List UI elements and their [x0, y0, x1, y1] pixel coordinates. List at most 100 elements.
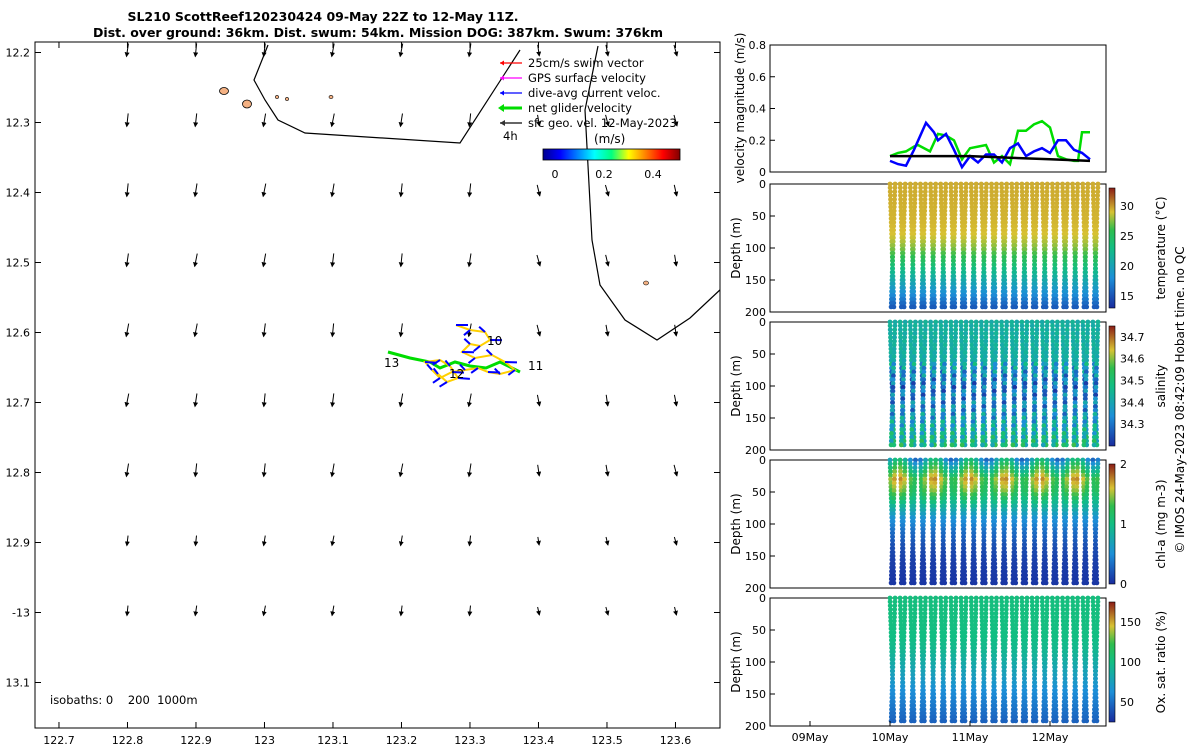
profile-sample [1053, 223, 1059, 229]
colorbar-label: salinity [1154, 364, 1168, 407]
geo-velocity-arrow [398, 323, 404, 338]
profile-sample [973, 204, 978, 210]
map-y-tick-label: 12.8 [6, 467, 31, 480]
profile-sample [1052, 246, 1058, 252]
profile-sample [1001, 285, 1006, 291]
profile-sample [1072, 258, 1078, 264]
profile-sample [912, 346, 917, 352]
profile-sample [889, 415, 895, 421]
profile-sample [1085, 197, 1090, 202]
depth-axis-label: Depth (m) [729, 355, 743, 416]
profile-sample [1085, 193, 1090, 198]
profile-sample [898, 346, 904, 352]
geo-velocity-arrow [467, 535, 473, 547]
colorbar-tick-label: 0 [1120, 578, 1127, 591]
profile-sample [902, 331, 908, 336]
profile-sample [887, 323, 893, 329]
profile-sample [892, 323, 898, 329]
profile-sample [1031, 285, 1037, 291]
dive-current-vector [459, 363, 466, 371]
profile-sample [1054, 189, 1060, 195]
profile-sample [1011, 289, 1016, 294]
profile-sample [938, 193, 944, 198]
map-y-tick-label: 12.4 [6, 187, 31, 200]
profile-sample [969, 204, 975, 210]
profile-sample [1094, 223, 1099, 229]
profile-sample [1062, 281, 1067, 287]
profile-sample [1053, 216, 1059, 222]
profile-sample [1061, 442, 1066, 448]
profile-sample [1061, 293, 1067, 298]
profile-sample [980, 442, 985, 448]
surface-geostrophic-vectors [124, 43, 679, 617]
dive-current-vector [457, 377, 470, 380]
profile-sample [1062, 254, 1068, 260]
profile-sample [993, 208, 999, 214]
profile-sample [919, 718, 924, 724]
profile-sample [912, 204, 917, 210]
profile-sample [1064, 216, 1069, 222]
profile-sample [1044, 200, 1050, 206]
profile-sample [1095, 185, 1101, 191]
profile-sample [939, 442, 945, 448]
profile-sample [1094, 231, 1099, 237]
profile-sample [1034, 197, 1039, 202]
profile-sample [1010, 208, 1015, 214]
profile-sample [891, 223, 897, 229]
profile-sample [1074, 208, 1080, 214]
profile-sample [939, 204, 944, 210]
profile-sample [932, 212, 938, 218]
profile-sample [1011, 266, 1017, 271]
profile-sample [951, 250, 957, 256]
profile-sample [1093, 239, 1099, 245]
map-x-tick-label: 123.1 [317, 734, 349, 747]
map-y-tick-label: 12.9 [6, 537, 31, 550]
profile-sample [1073, 227, 1079, 233]
profile-sample [920, 392, 926, 398]
profile-sample [912, 342, 917, 348]
profile-sample [979, 204, 985, 210]
profile-sample [950, 266, 956, 271]
profile-sample [892, 189, 898, 195]
profile-sample [931, 239, 937, 245]
profile-sample [1033, 231, 1038, 237]
profile-sample [1030, 204, 1036, 210]
profile-sample [1074, 212, 1080, 218]
profile-sample [1000, 289, 1006, 294]
profile-sample [909, 415, 915, 421]
profile-sample [1064, 193, 1070, 198]
profile-sample [920, 411, 925, 417]
profile-sample [1042, 246, 1048, 252]
profile-sample [948, 181, 954, 187]
profile-sample [910, 404, 916, 409]
profile-sample [912, 350, 917, 356]
profile-sample [938, 181, 944, 187]
profile-sample [897, 319, 903, 325]
profile-sample [1093, 262, 1098, 267]
geo-velocity-arrow [673, 184, 679, 197]
geo-velocity-arrow [261, 535, 267, 547]
profile-sample [1023, 220, 1029, 225]
profile-sample [969, 208, 975, 214]
geo-velocity-arrow [673, 394, 679, 407]
profile-sample [900, 246, 906, 252]
colorbar-tick-label: 34.7 [1120, 331, 1145, 344]
profile-sample [889, 277, 895, 283]
profile-sample [932, 193, 938, 198]
profile-sample [912, 193, 918, 198]
profile-sample [941, 246, 947, 252]
profile-sample [890, 246, 896, 252]
profile-sample [1032, 250, 1038, 256]
profile-sample [949, 442, 955, 448]
colorbar-label: chl-a (mg m-3) [1154, 479, 1168, 568]
profile-sample [1043, 231, 1049, 237]
profile-sample [1092, 266, 1098, 271]
profile-sample [900, 262, 905, 267]
profile-sample [948, 193, 954, 198]
profile-sample [892, 319, 898, 325]
profile-sample [1010, 200, 1015, 206]
profile-sample [888, 304, 894, 310]
dive-current-vector [432, 359, 441, 366]
profile-sample [901, 365, 907, 371]
profile-sample [909, 281, 915, 287]
